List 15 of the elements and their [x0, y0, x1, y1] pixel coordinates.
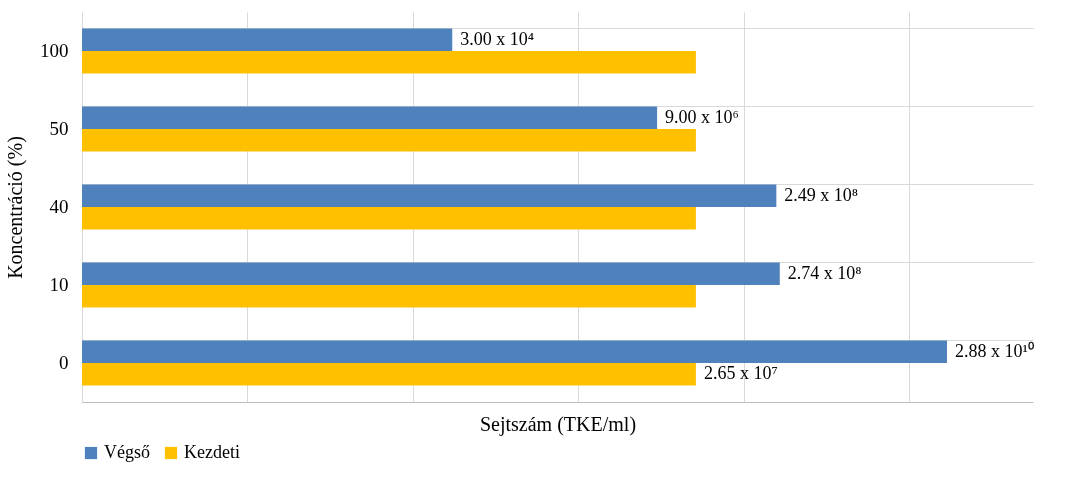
- x-axis-title: Sejtszám (TKE/ml): [479, 412, 637, 436]
- data-label: 2.49 x 10⁸: [784, 184, 859, 205]
- y-tick-label: 10: [49, 274, 69, 295]
- data-label: 3.00 x 10⁴: [460, 28, 535, 49]
- y-tick-label: 40: [49, 196, 69, 217]
- y-tick-label: 100: [40, 40, 69, 61]
- y-tick-label: 0: [59, 352, 69, 373]
- data-label: 2.74 x 10⁸: [787, 262, 862, 283]
- data-label: 9.00 x 10⁶: [665, 106, 739, 127]
- data-label: 2.88 x 10¹⁰: [954, 340, 1034, 361]
- data-label: 2.65 x 10⁷: [703, 363, 778, 384]
- legend-label: Végső: [104, 442, 150, 462]
- legend-label: Kezdeti: [184, 442, 240, 462]
- y-axis-title: Koncentráció (%): [4, 136, 27, 279]
- y-tick-label: 50: [49, 118, 69, 139]
